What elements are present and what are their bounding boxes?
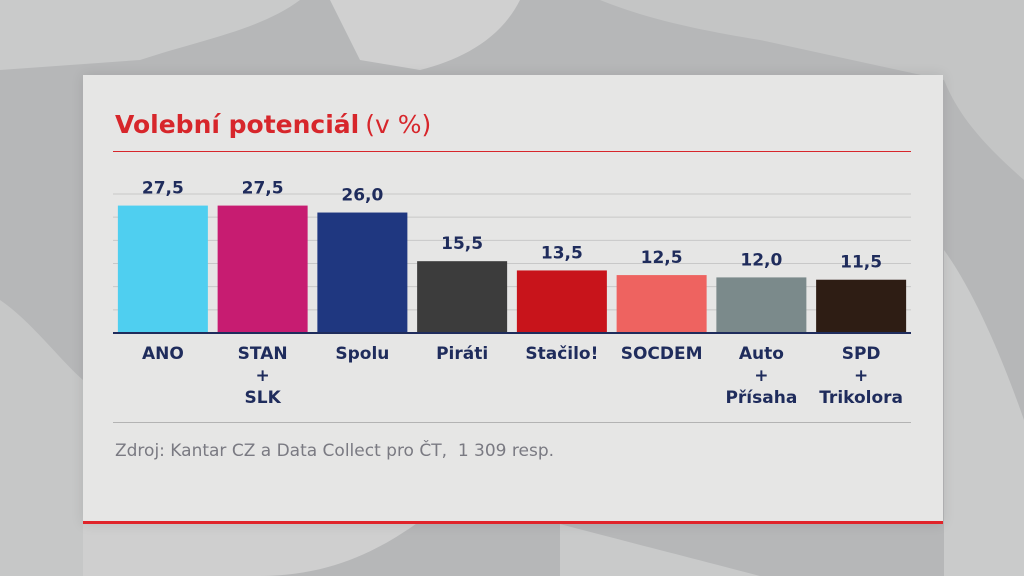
data-label: 13,5 [541,243,583,263]
data-label: 15,5 [441,234,483,254]
category-label: + [854,366,868,386]
bar [317,212,408,333]
data-label: 12,0 [740,250,782,270]
category-label: Auto [739,344,784,364]
category-label: SLK [245,388,282,408]
bar [616,275,707,333]
category-label: Spolu [335,344,389,364]
source-note: Zdroj: Kantar CZ a Data Collect pro ČT, … [115,441,555,461]
data-label: 26,0 [341,186,383,206]
bar [516,270,607,333]
category-label: SOCDEM [621,344,703,364]
category-label: Stačilo! [525,344,598,364]
source-divider [113,422,911,423]
category-label: Přísaha [725,388,797,408]
data-label: 11,5 [840,253,882,273]
category-label: Trikolora [819,388,903,408]
bar [117,205,208,333]
data-label: 12,5 [641,248,683,268]
category-label: + [256,366,270,386]
category-label: SPD [842,344,881,364]
category-label: ANO [142,344,184,364]
bar [816,279,907,333]
category-label: STAN [238,344,288,364]
chart-title-unit: (v %) [365,110,432,139]
category-label: Piráti [436,344,488,364]
category-label: + [754,366,768,386]
bar [417,261,508,333]
data-label: 27,5 [142,179,184,199]
bar [716,277,807,333]
title-divider [113,151,911,152]
chart-title-text: Volební potenciál [115,110,360,139]
bar [217,205,308,333]
chart-title: Volební potenciál (v %) [115,110,431,139]
data-label: 27,5 [242,179,284,199]
